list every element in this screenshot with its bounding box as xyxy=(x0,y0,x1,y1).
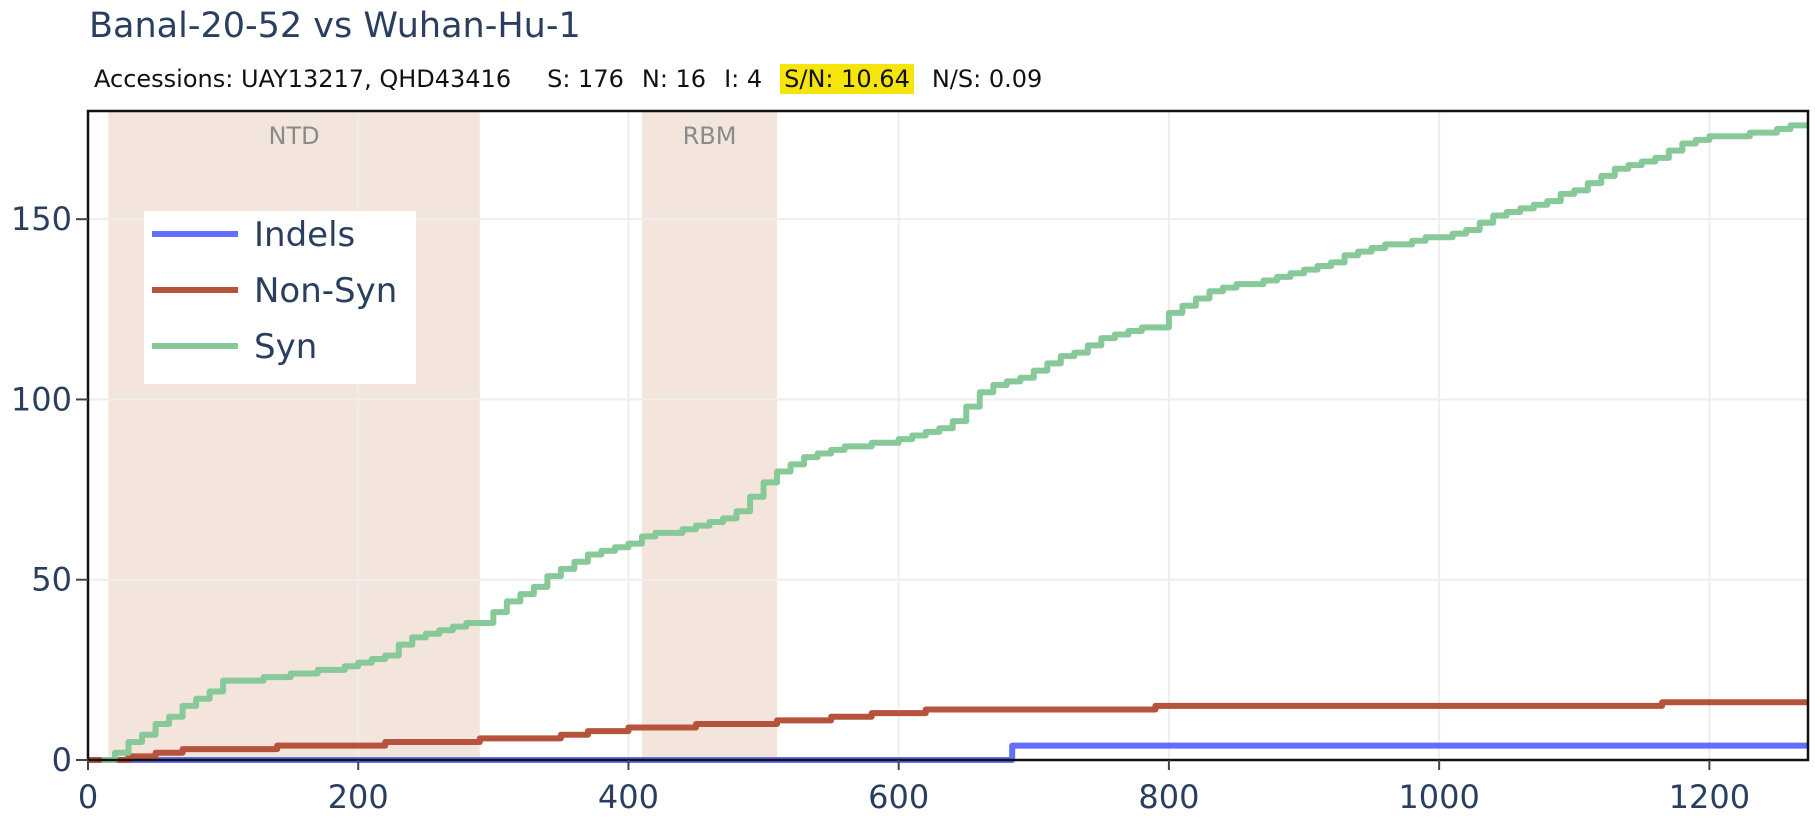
legend-label-indels: Indels xyxy=(254,215,355,255)
series-line-non-syn xyxy=(88,699,1808,763)
y-tick-label: 0 xyxy=(52,741,72,779)
x-tick-label: 800 xyxy=(1138,778,1199,816)
syn-count: S: 176 xyxy=(547,65,624,93)
plot-frame xyxy=(86,109,1810,762)
accessions-label: Accessions: UAY13217, QHD43416 xyxy=(94,65,512,93)
region-band-rbm xyxy=(641,111,778,760)
chart-title: Banal-20-52 vs Wuhan-Hu-1 xyxy=(89,6,581,46)
y-tick-label: 150 xyxy=(11,200,72,238)
x-tick-label: 600 xyxy=(868,778,929,816)
x-tick-label: 1200 xyxy=(1669,778,1750,816)
region-label-rbm: RBM xyxy=(683,122,737,150)
stats-row: Accessions: UAY13217, QHD43416 S: 176 N:… xyxy=(94,64,1060,94)
x-tick-label: 1000 xyxy=(1398,778,1479,816)
x-tick-label: 200 xyxy=(328,778,389,816)
legend-label-non-syn: Non-Syn xyxy=(254,271,397,311)
legend-box xyxy=(144,211,416,384)
y-tick-label: 50 xyxy=(31,561,72,599)
y-tick-label: 100 xyxy=(11,380,72,418)
region-label-ntd: NTD xyxy=(269,122,320,150)
region-band-ntd xyxy=(108,111,480,760)
x-tick-label: 400 xyxy=(598,778,659,816)
x-tick-label: 0 xyxy=(78,778,98,816)
ns-ratio: N/S: 0.09 xyxy=(931,65,1043,93)
legend-label-syn: Syn xyxy=(254,327,317,367)
nonsyn-count: N: 16 xyxy=(641,65,707,93)
legend: Indels Non-Syn Syn xyxy=(144,211,416,384)
sn-ratio-badge: S/N: 10.64 xyxy=(780,64,914,94)
indel-count: I: 4 xyxy=(724,65,763,93)
series-line-syn xyxy=(101,122,1808,763)
